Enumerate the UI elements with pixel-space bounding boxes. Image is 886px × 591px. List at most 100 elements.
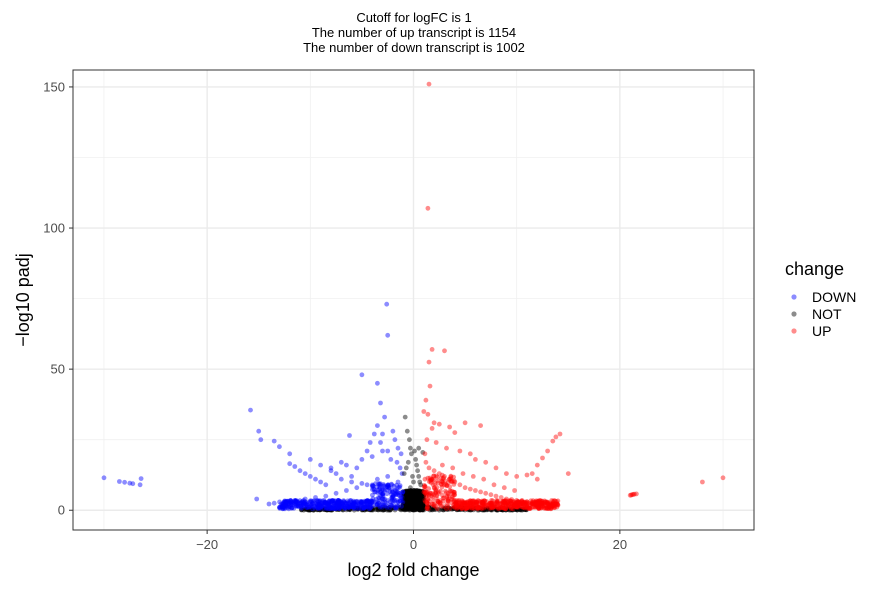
point-up <box>529 501 535 506</box>
point-up <box>489 502 494 507</box>
point-not <box>477 505 482 511</box>
point-not <box>317 507 323 512</box>
point-not <box>417 504 423 510</box>
point-down <box>266 501 272 507</box>
point-not <box>368 507 374 513</box>
point-down <box>395 492 401 498</box>
point-down <box>386 484 391 490</box>
point-down <box>277 499 282 505</box>
point-not <box>456 505 461 511</box>
point-not <box>406 494 412 500</box>
point-not <box>404 506 410 512</box>
point-up <box>432 481 438 486</box>
point-not <box>414 489 420 495</box>
point-up <box>444 483 450 489</box>
point-up <box>430 491 435 496</box>
point-up <box>491 504 497 509</box>
point-down <box>377 498 383 503</box>
point-not <box>473 505 478 511</box>
point-up <box>515 499 521 505</box>
point-not <box>420 493 426 499</box>
point-down <box>384 484 390 489</box>
point-up <box>551 503 557 509</box>
point-up <box>442 474 447 479</box>
point-not <box>389 505 395 510</box>
point-not <box>404 496 410 502</box>
point-up <box>501 505 506 511</box>
point-down <box>293 498 299 503</box>
point-up <box>425 496 431 502</box>
point-down <box>332 498 337 504</box>
point-up <box>516 502 521 508</box>
point-down <box>361 505 367 511</box>
point-not <box>406 504 412 509</box>
point-up <box>423 459 429 465</box>
point-not <box>502 506 508 512</box>
point-down <box>341 505 347 511</box>
point-up <box>464 499 470 505</box>
point-up <box>552 501 558 507</box>
point-not <box>326 507 332 513</box>
point-not <box>367 507 373 512</box>
point-not <box>417 498 423 503</box>
point-not <box>413 507 419 513</box>
point-down <box>301 500 307 506</box>
point-up <box>430 482 436 488</box>
point-not <box>415 491 420 497</box>
point-up <box>535 498 541 504</box>
point-not <box>405 492 411 498</box>
point-up <box>521 499 527 505</box>
y-tick-label: 50 <box>51 362 65 377</box>
point-down <box>344 488 349 493</box>
point-not <box>407 505 413 510</box>
point-up <box>555 502 561 508</box>
point-down <box>388 502 394 507</box>
point-down <box>392 491 397 497</box>
point-not <box>299 507 304 513</box>
point-down <box>326 499 332 505</box>
point-up <box>479 498 485 504</box>
point-not <box>416 497 422 503</box>
point-down <box>397 498 403 504</box>
point-up <box>428 478 434 484</box>
point-up <box>469 505 475 511</box>
point-not <box>430 507 435 512</box>
point-up <box>476 501 482 507</box>
point-up <box>546 506 552 511</box>
point-down <box>376 495 382 501</box>
point-down <box>323 493 329 499</box>
point-down <box>338 499 344 505</box>
point-not <box>421 504 426 510</box>
point-not <box>499 507 505 512</box>
point-up <box>479 500 485 505</box>
point-up <box>493 465 499 471</box>
point-not <box>401 501 406 507</box>
point-down <box>340 500 345 506</box>
point-up <box>511 498 516 504</box>
point-not <box>415 500 420 506</box>
point-up <box>498 495 504 500</box>
point-down <box>394 486 400 492</box>
point-down <box>315 506 321 511</box>
point-not <box>403 504 408 510</box>
point-down <box>327 506 332 512</box>
point-up <box>422 484 428 490</box>
point-not <box>419 496 425 502</box>
point-not <box>463 505 469 511</box>
point-down <box>394 459 400 465</box>
point-not <box>507 507 513 513</box>
point-down <box>351 504 357 510</box>
point-up <box>494 499 500 505</box>
point-not <box>326 507 332 512</box>
point-up <box>433 488 439 494</box>
point-down <box>256 428 262 434</box>
point-not <box>417 492 423 498</box>
point-not <box>416 494 422 500</box>
point-up <box>508 498 513 504</box>
point-not <box>402 490 407 495</box>
point-not <box>411 500 416 505</box>
point-not <box>404 488 410 494</box>
point-not <box>381 506 386 512</box>
point-up <box>720 475 726 481</box>
point-not <box>344 507 349 513</box>
